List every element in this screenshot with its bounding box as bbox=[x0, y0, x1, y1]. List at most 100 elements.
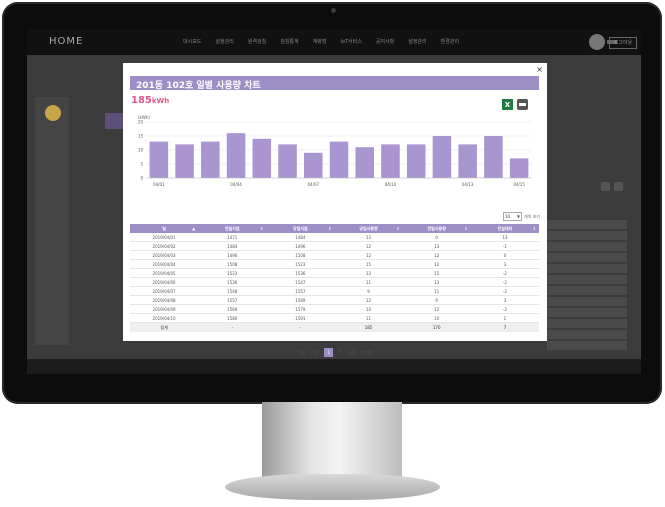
table-row: 2019/04/03 1496 1508 12 12 0 bbox=[130, 250, 539, 260]
sidebar-avatar bbox=[45, 105, 61, 121]
table-cell: 0 bbox=[470, 250, 539, 260]
nav-item-7[interactable]: 설정관리 bbox=[408, 39, 427, 45]
table-cell: 1496 bbox=[266, 241, 335, 251]
logout-button[interactable]: 로그아웃 bbox=[609, 37, 637, 49]
column-header-3[interactable]: 당일사용량 ⇕ bbox=[334, 224, 403, 233]
close-button[interactable]: × bbox=[536, 65, 543, 74]
table-cell: 2019/04/04 bbox=[130, 259, 199, 269]
column-header-4[interactable]: 전일사용량 ⇕ bbox=[402, 224, 471, 233]
app-table bbox=[547, 220, 627, 352]
x-tick-label: 04/01 bbox=[153, 182, 165, 187]
pagination-prev[interactable]: 이전 bbox=[311, 349, 319, 355]
daily-usage-chart: 0 5 10 15 20(kWh) 04/01 04/04 04/07 04/10 04/13 04… bbox=[138, 115, 532, 187]
nav-item-5[interactable]: IoT서비스 bbox=[340, 39, 362, 45]
user-avatar[interactable] bbox=[589, 34, 605, 50]
nav-item-6[interactable]: 공지사항 bbox=[375, 39, 395, 45]
total-cell: 185 bbox=[334, 322, 403, 332]
table-row: 2019/04/04 1508 1523 15 12 3 bbox=[130, 259, 539, 269]
table-cell: 11 bbox=[402, 286, 471, 296]
webcam bbox=[331, 8, 336, 13]
table-cell: 1569 bbox=[266, 295, 335, 305]
column-header-1[interactable]: 전일지침 ⇕ bbox=[198, 224, 267, 233]
column-header-label: 당일사용량 bbox=[359, 225, 378, 231]
x-tick-label: 04/04 bbox=[230, 182, 242, 187]
column-header-2[interactable]: 당일지침 ⇕ bbox=[266, 224, 335, 233]
column-header-0[interactable]: 일 ▲ bbox=[130, 224, 199, 233]
table-cell: 2019/04/02 bbox=[130, 241, 199, 251]
nav-item-8[interactable]: 환경관리 bbox=[440, 39, 460, 45]
pagination-page-1[interactable]: 1 bbox=[324, 348, 334, 357]
table-cell: 13 bbox=[402, 241, 471, 251]
chart-bar-04/06 bbox=[278, 144, 297, 178]
chart-bar-04/01 bbox=[149, 141, 169, 178]
table-cell: 2019/04/03 bbox=[130, 250, 199, 260]
table-cell: 1569 bbox=[198, 304, 267, 314]
table-cell: 11 bbox=[334, 277, 403, 287]
total-cell: 7 bbox=[470, 322, 539, 332]
sort-icon[interactable]: ⇕ bbox=[259, 226, 264, 231]
chevron-down-icon: ▼ bbox=[516, 214, 520, 219]
sort-icon[interactable]: ⇕ bbox=[532, 226, 536, 231]
table-cell: 10 bbox=[334, 304, 403, 314]
x-tick-label: 04/13 bbox=[462, 182, 474, 187]
chart-bar-04/14 bbox=[484, 136, 503, 178]
table-cell: 15 bbox=[402, 268, 471, 278]
table-cell: 3 bbox=[470, 259, 539, 269]
table-cell: 13 bbox=[334, 268, 403, 278]
table-cell: 1508 bbox=[266, 250, 335, 260]
chart-bar-04/07 bbox=[304, 152, 323, 178]
page-size-value: 10 bbox=[505, 214, 511, 219]
total-cell: - bbox=[266, 322, 335, 332]
table-total-row: 합계 - -185 170 7 bbox=[130, 322, 539, 332]
total-usage: 185kWh bbox=[131, 95, 169, 106]
nav-item-3[interactable]: 검침통계 bbox=[280, 39, 299, 45]
chart-bar-04/10 bbox=[381, 144, 400, 178]
table-cell: 2019/04/01 bbox=[130, 233, 199, 242]
page-size-label: 개씩 보기 bbox=[524, 213, 540, 219]
table-cell: 12 bbox=[402, 304, 471, 314]
nav-item-2[interactable]: 원격검침 bbox=[247, 39, 267, 45]
table-cell: 2019/04/06 bbox=[130, 277, 199, 287]
sort-icon[interactable]: ⇕ bbox=[464, 226, 468, 231]
table-cell: 13 bbox=[470, 233, 539, 242]
daily-usage-table: 일 ▲ 전일지침 ⇕ 당일지침 ⇕ 당일사용량 ⇕ 전일사용량 ⇕ 전일대비 ⇕ 2019/04/01… bbox=[130, 224, 539, 332]
excel-download-icon[interactable]: X bbox=[502, 99, 513, 110]
usage-chart-modal: × 201동 102호 일별 사용량 차트 185kWh X 0 5 10 15 20(… bbox=[123, 63, 547, 357]
table-cell: 3 bbox=[470, 295, 539, 305]
print-icon[interactable] bbox=[517, 99, 528, 110]
monitor-stand-neck bbox=[262, 402, 402, 482]
x-tick-label: 04/15 bbox=[513, 182, 525, 187]
column-header-label: 당일지침 bbox=[293, 225, 308, 231]
chart-bar-04/13 bbox=[458, 144, 477, 178]
table-cell: 1547 bbox=[266, 277, 335, 287]
table-cell: 12 bbox=[402, 250, 471, 260]
nav-item-0[interactable]: 대시보드 bbox=[183, 39, 202, 45]
table-cell: 1536 bbox=[266, 268, 335, 278]
pagination-last[interactable]: 마지막 bbox=[361, 349, 373, 355]
sort-icon[interactable]: ⇕ bbox=[328, 226, 332, 231]
page-size-select[interactable]: 10 ▼ bbox=[503, 212, 522, 221]
page-size-control: 10 ▼ 개씩 보기 bbox=[503, 212, 540, 221]
column-header-label: 전일지침 bbox=[224, 225, 240, 231]
table-cell: -2 bbox=[470, 304, 539, 314]
table-cell: 1548 bbox=[198, 286, 267, 296]
table-cell: -1 bbox=[470, 241, 539, 251]
y-tick-label: 20 bbox=[138, 120, 144, 125]
y-tick-label: 15 bbox=[138, 134, 144, 139]
table-cell: 9 bbox=[402, 295, 471, 305]
table-cell: 10 bbox=[402, 313, 471, 323]
app-logo[interactable]: HOME bbox=[49, 36, 84, 47]
x-tick-label: 04/10 bbox=[385, 182, 397, 187]
pagination-page-2[interactable]: 2 bbox=[339, 348, 342, 353]
sort-icon[interactable]: ⇕ bbox=[396, 226, 400, 231]
table-row: 2019/04/10 1580 1591 11 10 1 bbox=[130, 313, 539, 323]
sort-icon[interactable]: ▲ bbox=[192, 226, 196, 231]
x-tick-label: 04/07 bbox=[308, 182, 320, 187]
column-header-5[interactable]: 전일대비 ⇕ bbox=[470, 224, 539, 233]
pagination-next[interactable]: 다음 bbox=[347, 349, 356, 355]
nav-item-1[interactable]: 설정관리 bbox=[215, 39, 234, 45]
pagination-first[interactable]: 처음 bbox=[297, 349, 306, 355]
nav-item-4[interactable]: 계량점 bbox=[312, 39, 327, 45]
table-cell: -2 bbox=[470, 286, 539, 296]
